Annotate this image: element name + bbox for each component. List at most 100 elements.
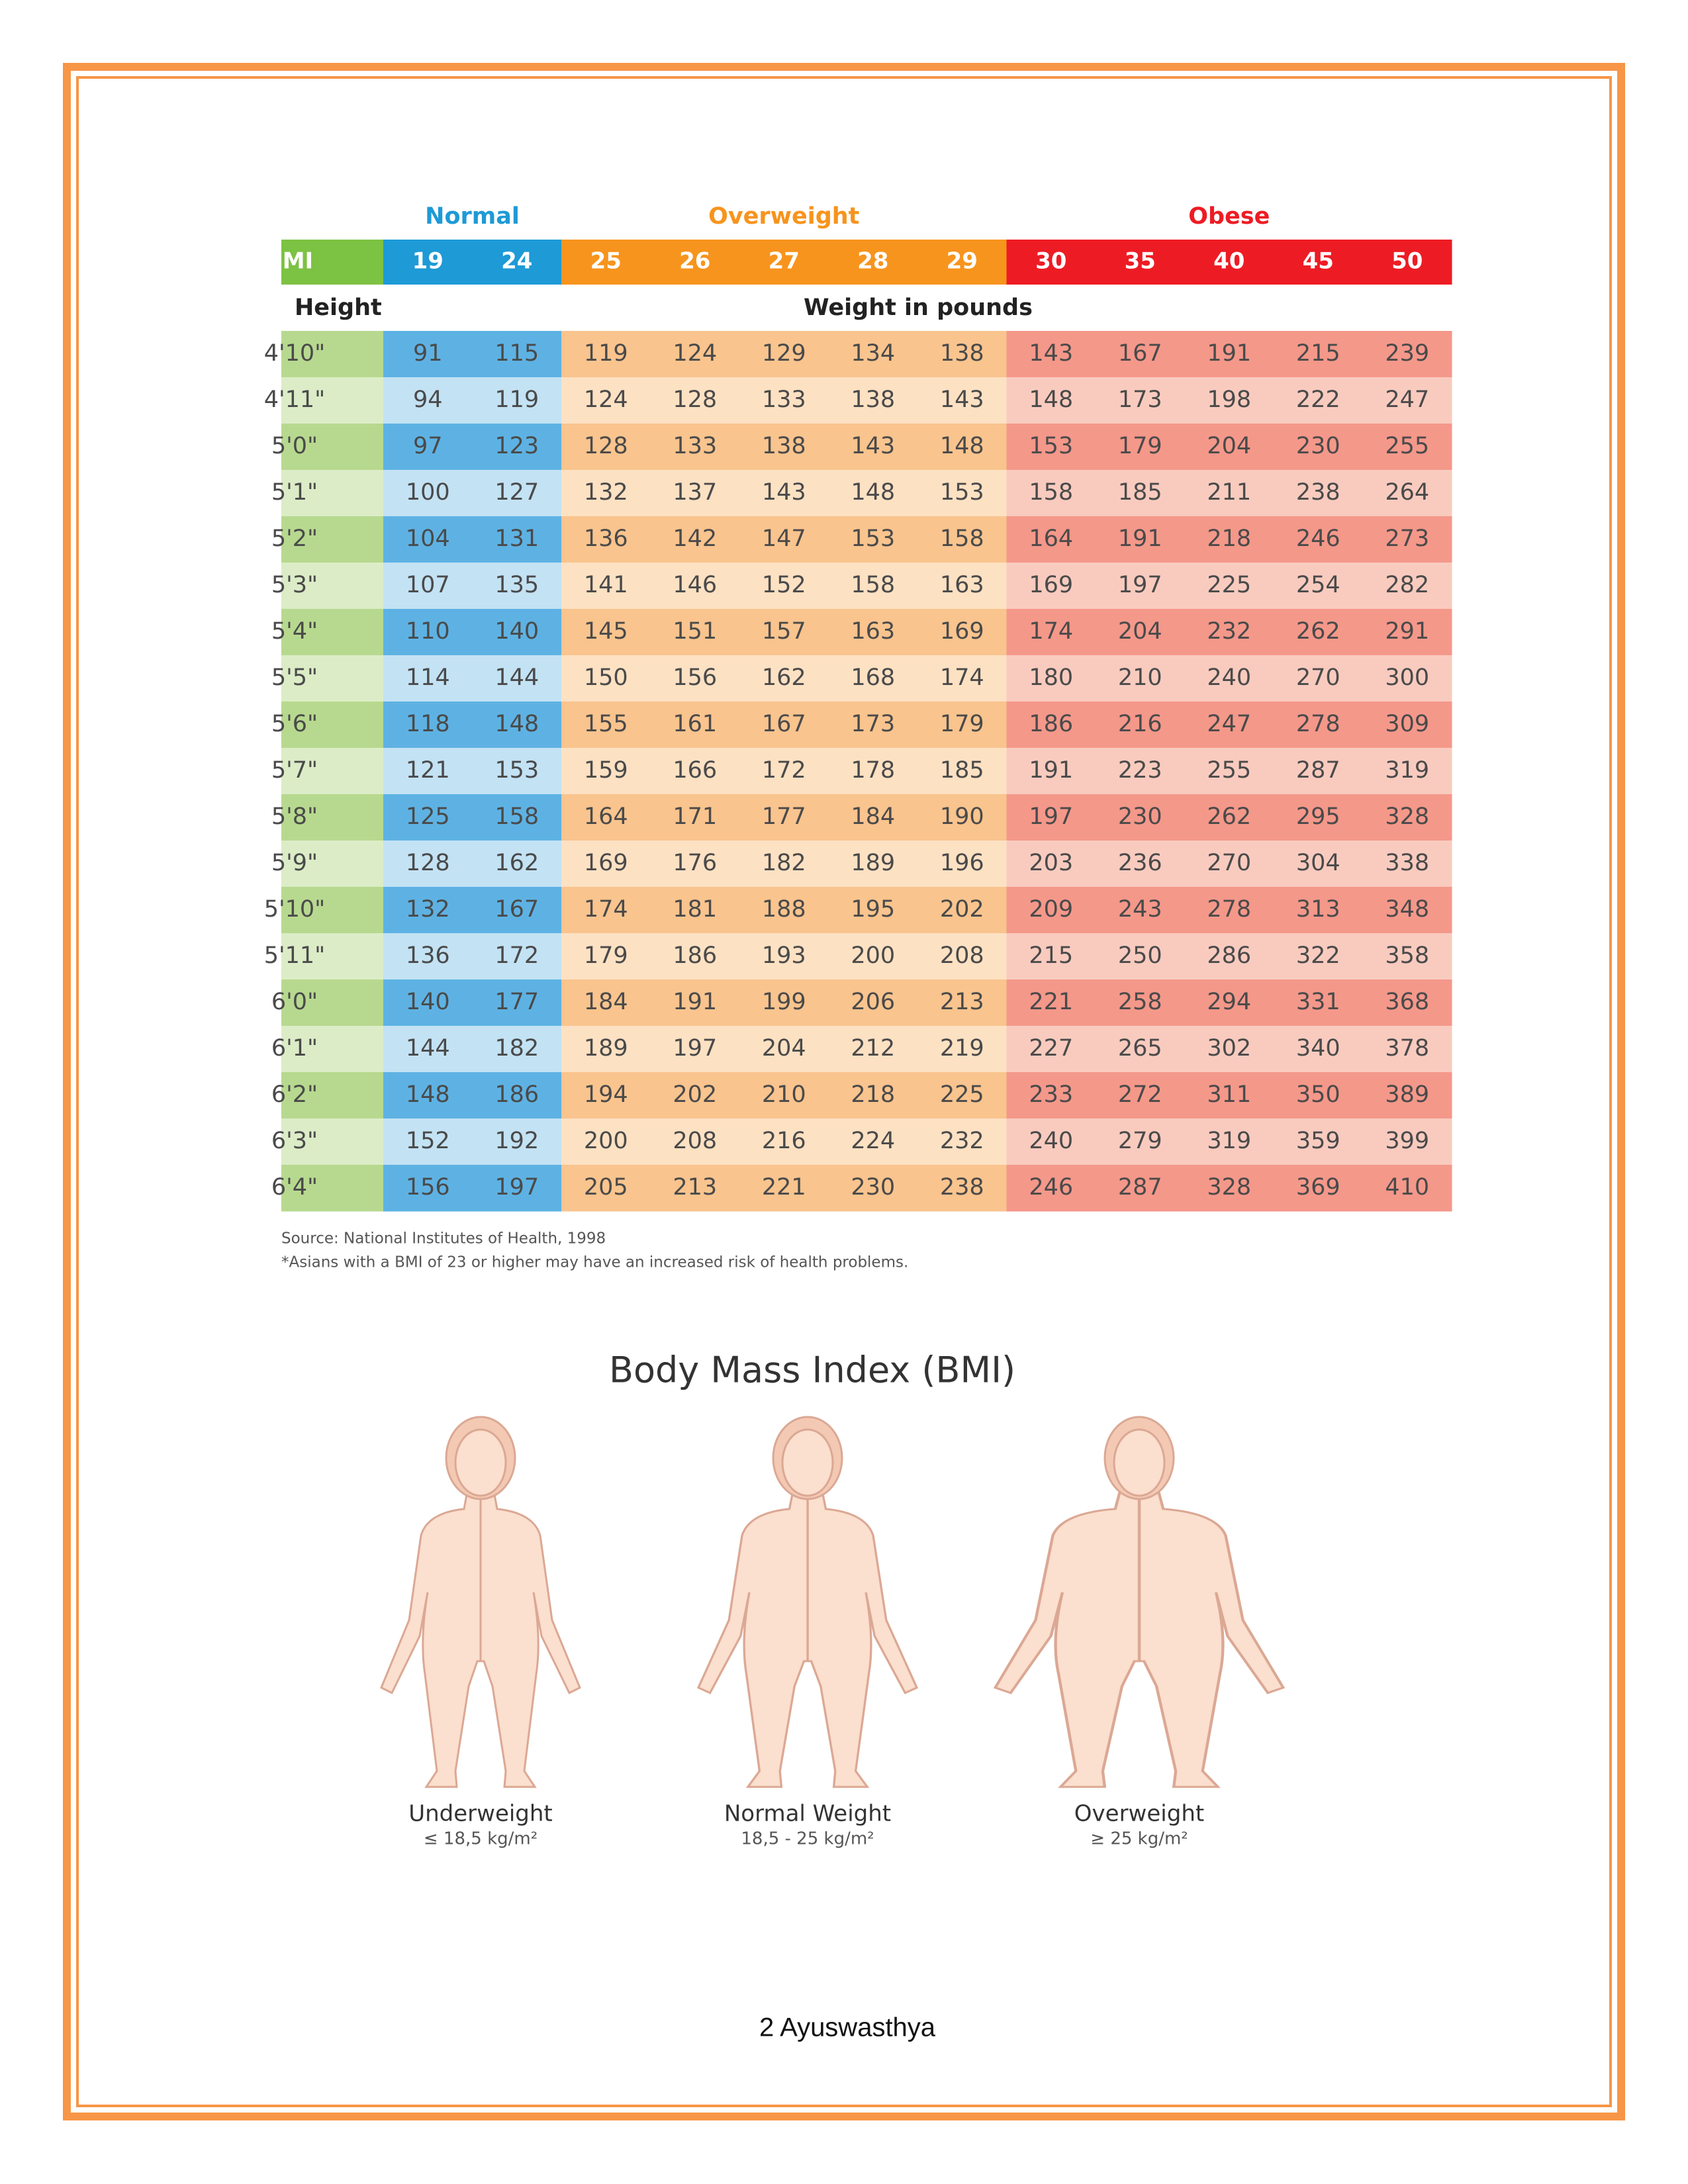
height-cell <box>281 1165 383 1212</box>
weight-value: 182 <box>494 1035 539 1062</box>
weight-cell <box>650 563 740 610</box>
body-figure <box>993 1416 1286 1788</box>
bmi-value: 24 <box>501 248 532 275</box>
weight-value: 136 <box>406 942 450 969</box>
weight-cell <box>561 702 651 749</box>
weight-value: 205 <box>584 1174 628 1201</box>
weight-value: 193 <box>762 942 806 969</box>
height-value: 5'2" <box>271 525 318 552</box>
weight-cell <box>383 748 473 795</box>
weight-cell <box>650 748 740 795</box>
weight-value: 128 <box>584 433 628 459</box>
weight-cell <box>739 424 829 471</box>
weight-value: 132 <box>406 896 450 923</box>
weight-value: 179 <box>1118 433 1162 459</box>
weight-cell <box>1274 702 1363 749</box>
weight-value: 118 <box>406 711 450 737</box>
weight-cell <box>1362 331 1452 378</box>
header-cell <box>1362 240 1452 285</box>
weight-cell <box>1184 331 1274 378</box>
weight-cell <box>739 794 829 841</box>
weight-cell <box>561 887 651 934</box>
weight-value: 162 <box>494 850 539 876</box>
weight-value: 338 <box>1385 850 1429 876</box>
weight-value: 148 <box>494 711 539 737</box>
weight-cell <box>1274 748 1363 795</box>
weight-value: 143 <box>851 433 895 459</box>
weight-value: 148 <box>1029 387 1073 413</box>
weight-cell <box>739 331 829 378</box>
weight-cell <box>1362 748 1452 795</box>
weight-value: 232 <box>1207 618 1251 645</box>
weight-value: 191 <box>673 989 717 1015</box>
weight-value: 184 <box>584 989 628 1015</box>
weight-value: 254 <box>1296 572 1340 598</box>
weight-cell <box>828 655 918 702</box>
weight-value: 328 <box>1385 803 1429 830</box>
weight-value: 124 <box>673 340 717 367</box>
weight-cell <box>828 794 918 841</box>
weight-cell <box>1274 609 1363 656</box>
weight-value: 185 <box>1118 479 1162 506</box>
weight-cell <box>1274 424 1363 471</box>
weight-cell <box>472 516 562 563</box>
weight-cell <box>1274 516 1363 563</box>
weight-value: 145 <box>584 618 628 645</box>
weight-cell <box>828 841 918 887</box>
weight-value: 173 <box>1118 387 1162 413</box>
weight-cell <box>1096 331 1185 378</box>
weight-cell <box>1362 794 1452 841</box>
bmi-value: 40 <box>1213 248 1244 275</box>
figure-title: Body Mass Index (BMI) <box>609 1349 1015 1391</box>
weight-value: 378 <box>1385 1035 1429 1062</box>
weight-cell <box>1006 1072 1096 1119</box>
weight-value: 151 <box>673 618 717 645</box>
weight-value: 94 <box>413 387 443 413</box>
weight-value: 287 <box>1118 1174 1162 1201</box>
weight-cell <box>828 516 918 563</box>
weight-value: 348 <box>1385 896 1429 923</box>
weight-cell <box>383 563 473 610</box>
weight-cell <box>1184 1165 1274 1212</box>
weight-cell <box>1362 702 1452 749</box>
weight-value: 137 <box>673 479 717 506</box>
weight-value: 300 <box>1385 664 1429 691</box>
weight-cell <box>1184 794 1274 841</box>
weight-cell <box>917 794 1007 841</box>
weight-cell <box>472 933 562 980</box>
height-cell <box>281 563 383 610</box>
header-cell <box>828 240 918 285</box>
weight-cell <box>1096 841 1185 887</box>
weight-cell <box>1096 609 1185 656</box>
weight-value: 138 <box>762 433 806 459</box>
weight-value: 233 <box>1029 1081 1073 1108</box>
weight-cell <box>650 609 740 656</box>
weight-value: 129 <box>762 340 806 367</box>
weight-cell <box>917 702 1007 749</box>
weight-cell <box>1184 841 1274 887</box>
weight-cell <box>472 887 562 934</box>
body-figure <box>696 1416 919 1788</box>
weight-value: 146 <box>673 572 717 598</box>
weight-cell <box>650 655 740 702</box>
weight-value: 278 <box>1296 711 1340 737</box>
weight-value: 188 <box>762 896 806 923</box>
weight-cell <box>828 331 918 378</box>
weight-value: 148 <box>406 1081 450 1108</box>
weight-cell <box>561 1165 651 1212</box>
weight-value: 227 <box>1029 1035 1073 1062</box>
weight-cell <box>1096 794 1185 841</box>
weight-cell <box>650 516 740 563</box>
weight-cell <box>917 979 1007 1026</box>
weight-cell <box>1184 1026 1274 1073</box>
weight-value: 219 <box>940 1035 984 1062</box>
weight-value: 104 <box>406 525 450 552</box>
weight-value: 169 <box>1029 572 1073 598</box>
weight-value: 319 <box>1385 757 1429 784</box>
weight-cell <box>1006 887 1096 934</box>
height-value: 6'3" <box>271 1128 318 1154</box>
weight-cell <box>1006 979 1096 1026</box>
height-cell <box>281 1072 383 1119</box>
weight-value: 225 <box>940 1081 984 1108</box>
weight-value: 389 <box>1385 1081 1429 1108</box>
